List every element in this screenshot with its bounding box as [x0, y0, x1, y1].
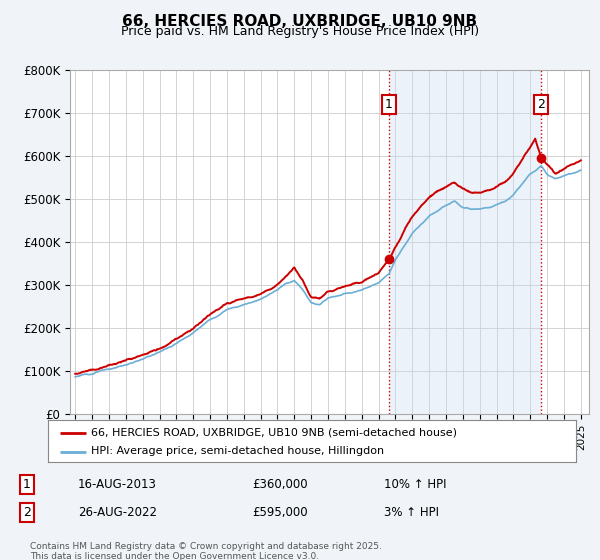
Text: 1: 1	[23, 478, 31, 491]
Text: Contains HM Land Registry data © Crown copyright and database right 2025.
This d: Contains HM Land Registry data © Crown c…	[30, 542, 382, 560]
Text: 10% ↑ HPI: 10% ↑ HPI	[384, 478, 446, 491]
Text: 26-AUG-2022: 26-AUG-2022	[78, 506, 157, 519]
Text: 2: 2	[23, 506, 31, 519]
Text: 16-AUG-2013: 16-AUG-2013	[78, 478, 157, 491]
Text: £360,000: £360,000	[252, 478, 308, 491]
Text: HPI: Average price, semi-detached house, Hillingdon: HPI: Average price, semi-detached house,…	[91, 446, 385, 456]
Text: £595,000: £595,000	[252, 506, 308, 519]
Text: Price paid vs. HM Land Registry's House Price Index (HPI): Price paid vs. HM Land Registry's House …	[121, 25, 479, 38]
Text: 66, HERCIES ROAD, UXBRIDGE, UB10 9NB: 66, HERCIES ROAD, UXBRIDGE, UB10 9NB	[122, 14, 478, 29]
Text: 1: 1	[385, 98, 393, 111]
Text: 2: 2	[537, 98, 545, 111]
Text: 3% ↑ HPI: 3% ↑ HPI	[384, 506, 439, 519]
Text: 66, HERCIES ROAD, UXBRIDGE, UB10 9NB (semi-detached house): 66, HERCIES ROAD, UXBRIDGE, UB10 9NB (se…	[91, 428, 457, 437]
Bar	[389, 70, 541, 414]
